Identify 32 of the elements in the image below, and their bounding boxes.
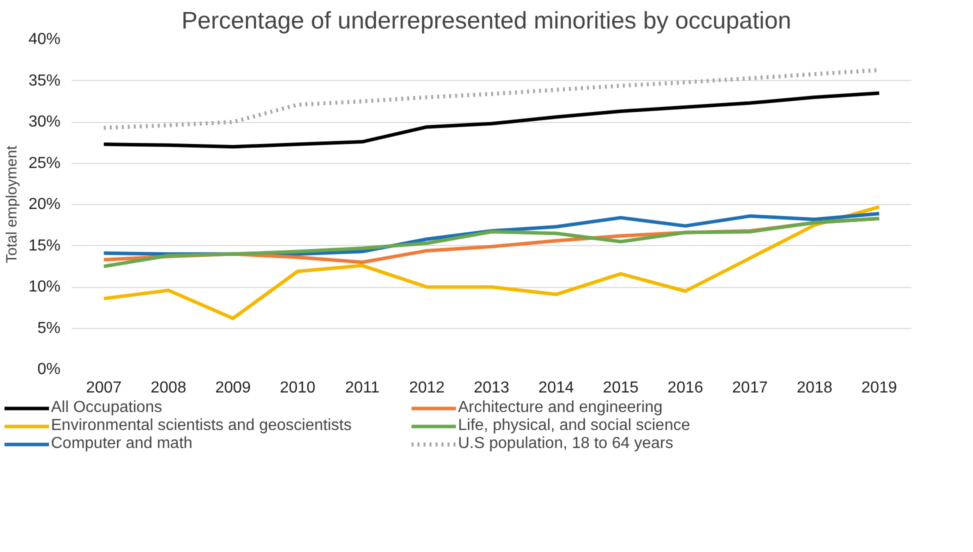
y-tick-label: 10% (28, 278, 61, 296)
y-axis-title: Total employment (3, 144, 20, 264)
y-tick-label: 20% (28, 196, 61, 213)
y-tick-label: 40% (28, 31, 61, 48)
x-tick-label: 2016 (668, 380, 704, 396)
chart-title: Percentage of underrepresented minorities by occupation (182, 8, 792, 34)
y-tick-label: 5% (37, 320, 60, 337)
y-tick-label: 35% (28, 72, 61, 90)
legend-label: Architecture and engineering (458, 399, 664, 417)
x-tick-label: 2010 (280, 380, 316, 396)
y-tick-label: 30% (28, 114, 61, 130)
legend-label: U.S population, 18 to 64 years (458, 435, 674, 453)
x-tick-label: 2012 (409, 380, 445, 396)
legend-label: Life, physical, and social science (458, 417, 692, 435)
x-tick-label: 2008 (150, 380, 186, 396)
legend-label: All Occupations (51, 399, 164, 417)
legend-label: Computer and math (51, 435, 194, 453)
y-tick-label: 0% (37, 361, 60, 378)
y-tick-label: 15% (28, 237, 61, 254)
x-tick-label: 2018 (796, 380, 832, 396)
x-tick-label: 2007 (86, 380, 122, 396)
x-tick-label: 2009 (215, 380, 251, 396)
legend-label: Environmental scientists and geoscientists (51, 417, 353, 435)
x-tick-label: 2014 (538, 380, 574, 396)
line-series (102, 205, 881, 320)
line-series (102, 91, 881, 148)
x-tick-label: 2013 (474, 380, 510, 396)
y-tick-label: 25% (28, 154, 61, 172)
x-tick-label: 2017 (732, 380, 768, 396)
x-tick-label: 2019 (861, 380, 898, 396)
x-tick-label: 2011 (345, 380, 380, 396)
x-tick-label: 2015 (602, 380, 639, 396)
